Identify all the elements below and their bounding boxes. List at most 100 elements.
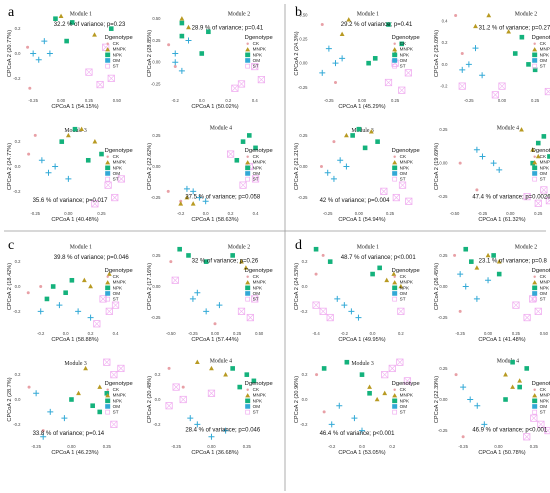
x-axis-label: CPCoA 1 (46.23%) xyxy=(51,450,98,456)
point-om xyxy=(473,146,480,153)
legend-key-om xyxy=(245,171,251,176)
legend-key-st xyxy=(392,63,398,69)
point-st-x xyxy=(107,74,115,82)
point-om xyxy=(336,402,343,409)
legend-label-st: ST xyxy=(400,177,406,182)
point-mnpk xyxy=(535,153,541,159)
point-om xyxy=(359,427,365,434)
module-b-1: -0.25 0.00 0.25 0.50 0.25 0.00 -0.25 CPCoA 1 (4… xyxy=(294,12,420,110)
y-tick-label: 0.25 xyxy=(299,37,308,42)
x-axis-label: CPCoA 1 (57.44%) xyxy=(191,337,238,343)
legend-title: Dgenotype xyxy=(532,268,550,274)
point-npk xyxy=(199,51,205,56)
legend-label-mnpk: MNPK xyxy=(400,280,414,285)
point-npk xyxy=(206,29,211,35)
point-npk xyxy=(356,126,362,132)
point-st-x xyxy=(381,371,389,379)
y-axis-label: CPCoA 2 (25.09%) xyxy=(434,30,440,77)
point-st xyxy=(392,193,400,202)
legend-title: Dgenotype xyxy=(532,148,550,154)
module-title: Module 2 xyxy=(515,12,537,18)
point-mnpk xyxy=(473,23,478,29)
legend-key-mnpk xyxy=(245,393,251,398)
point-ck xyxy=(26,45,30,49)
legend-label-mnpk: MNPK xyxy=(400,393,414,398)
point-om xyxy=(341,302,348,309)
point-om xyxy=(187,415,194,422)
legend-key-st xyxy=(245,176,251,182)
point-npk xyxy=(179,33,185,39)
point-st xyxy=(537,420,545,428)
y-tick-label: 0.00 xyxy=(439,284,448,289)
point-st-x xyxy=(405,197,413,205)
y-tick-label: -0.25 xyxy=(298,195,308,200)
legend-key-mnpk xyxy=(532,160,538,165)
legend-label-st: ST xyxy=(540,410,546,415)
x-tick-label: 0.00 xyxy=(211,331,220,336)
legend-label-om: OM xyxy=(113,291,121,296)
point-npk xyxy=(344,359,350,365)
point-st-x xyxy=(257,76,265,84)
point-st-x xyxy=(208,389,215,397)
legend-label-st: ST xyxy=(253,410,259,415)
point-mnpk xyxy=(184,194,190,200)
point-st xyxy=(545,197,550,205)
legend-label-om: OM xyxy=(253,171,261,176)
point-om xyxy=(61,415,68,422)
point-om xyxy=(183,185,190,192)
point-st xyxy=(381,371,389,379)
legend-key-mnpk xyxy=(392,393,398,398)
point-npk xyxy=(99,151,104,157)
y-tick-label: -0.25 xyxy=(151,81,161,86)
legend-key-npk xyxy=(105,52,111,58)
y-tick-label: 0.25 xyxy=(439,127,448,132)
y-tick-label: 0.0 xyxy=(155,397,161,402)
legend-key-npk xyxy=(245,398,251,404)
legend-label-mnpk: MNPK xyxy=(253,393,267,398)
y-tick-label: -0.2 xyxy=(13,76,21,81)
point-st-x xyxy=(251,295,259,303)
legend-label-npk: NPK xyxy=(400,52,410,57)
legend-label-ck: CK xyxy=(540,274,547,279)
legend-key-st xyxy=(392,409,398,415)
point-st-x xyxy=(319,307,327,315)
point-om xyxy=(75,308,82,315)
legend-label-npk: NPK xyxy=(253,52,263,57)
point-st xyxy=(384,78,393,87)
legend-key-mnpk xyxy=(245,280,251,285)
point-om xyxy=(332,60,339,67)
point-npk xyxy=(547,154,550,159)
x-axis-label: CPCoA 1 (61.32%) xyxy=(478,217,525,223)
module-c-3: -0.25 0.00 0.25 0.2 0.0 -0.2 CPCoA 1 (46.23%) C… xyxy=(7,358,133,456)
x-tick-label: 0.00 xyxy=(207,444,216,449)
legend-label-om: OM xyxy=(400,404,408,409)
legend-title: Dgenotype xyxy=(532,381,550,387)
legend-label-st: ST xyxy=(400,297,406,302)
point-st-x xyxy=(238,307,245,315)
module-title: Module 2 xyxy=(228,245,250,251)
module-title: Module 4 xyxy=(210,359,232,365)
module-b-3: -0.25 0.00 0.25 0.25 0.00 -0.25 CPCoA 1 (54.94… xyxy=(294,126,420,223)
point-npk xyxy=(53,16,58,21)
variance-annotation: 23.1 % of variance; p=0.8 xyxy=(479,259,548,265)
y-tick-label: -0.25 xyxy=(438,315,448,320)
point-om xyxy=(47,408,54,415)
y-axis-label: CPCoA 2 (24.3%) xyxy=(294,31,300,75)
module-title: Module 2 xyxy=(228,12,250,18)
point-st xyxy=(96,80,104,89)
legend-label-st: ST xyxy=(400,64,406,69)
point-st xyxy=(165,402,173,410)
point-st xyxy=(523,193,531,201)
legend-key-st xyxy=(532,296,538,302)
point-st xyxy=(530,414,538,422)
point-npk xyxy=(327,259,333,264)
legend-label-om: OM xyxy=(540,291,548,296)
point-mnpk xyxy=(92,32,97,37)
x-tick-label: -0.25 xyxy=(188,331,198,336)
point-st-x xyxy=(326,314,334,321)
point-om xyxy=(194,289,201,296)
point-mnpk xyxy=(486,12,492,18)
